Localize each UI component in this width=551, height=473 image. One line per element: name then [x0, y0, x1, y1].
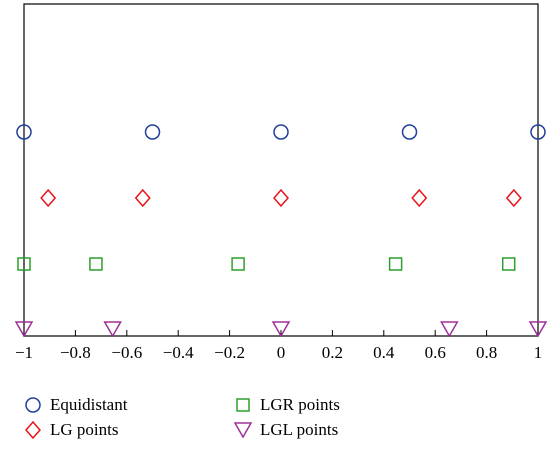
x-tick-label: 0.4 — [373, 343, 395, 362]
legend: Equidistant LG points LGR points LGL poi… — [22, 394, 422, 464]
lg-points-point — [40, 188, 57, 208]
lgr-points-point — [89, 257, 103, 271]
legend-label-lgr-points: LGR points — [260, 395, 340, 414]
lgl-points-point — [103, 321, 122, 338]
lg-points-point — [411, 188, 428, 208]
equidistant-point — [530, 124, 546, 140]
equidistant-point — [273, 124, 289, 140]
x-tick-label: 1 — [534, 343, 543, 362]
x-axis-tick-labels: −1 −0.8 −0.6 −0.4 −0.2 0 0.2 0.4 0.6 0.8 1 — [15, 343, 542, 362]
lgl-points-point — [271, 321, 291, 338]
lgr-points-point — [501, 257, 516, 271]
legend-item-lgr-points: LGR points — [232, 394, 340, 416]
plot-area-frame — [23, 3, 539, 337]
lg-points-point — [505, 188, 522, 208]
legend-label-equidistant: Equidistant — [50, 395, 128, 414]
x-tick-label: −0.8 — [60, 343, 91, 362]
square-marker-icon — [236, 398, 250, 412]
equidistant-point — [144, 124, 161, 140]
lgr-points-point — [17, 257, 31, 271]
lg-points-point — [273, 188, 289, 208]
chart-canvas: −1 −0.8 −0.6 −0.4 −0.2 0 0.2 0.4 0.6 0.8 1 — [14, 3, 548, 362]
legend-label-lgl-points: LGL points — [260, 420, 339, 439]
lgl-points-point — [528, 321, 548, 338]
x-tick-label: 0.2 — [322, 343, 343, 362]
x-tick-label: 0 — [277, 343, 286, 362]
legend-item-lg-points: LG points — [22, 419, 118, 441]
x-tick-label: −0.4 — [163, 343, 194, 362]
data-markers — [14, 124, 548, 338]
legend-item-equidistant: Equidistant — [22, 394, 127, 416]
lgr-points-point — [231, 257, 245, 271]
triangle-down-marker-icon — [233, 422, 253, 439]
lgr-points-point — [388, 257, 403, 271]
lg-points-point — [134, 188, 151, 208]
x-tick-label: −1 — [15, 343, 33, 362]
equidistant-point — [16, 124, 32, 140]
lgl-points-point — [440, 321, 459, 338]
x-tick-label: 0.6 — [425, 343, 446, 362]
legend-label-lg-points: LG points — [50, 420, 119, 439]
x-tick-label: 0.8 — [476, 343, 497, 362]
diamond-marker-icon — [25, 420, 41, 440]
lgl-points-point — [14, 321, 34, 338]
x-tick-label: −0.2 — [214, 343, 245, 362]
equidistant-point — [401, 124, 418, 140]
legend-item-lgl-points: LGL points — [232, 419, 338, 441]
circle-marker-icon — [25, 397, 41, 413]
x-tick-label: −0.6 — [111, 343, 142, 362]
